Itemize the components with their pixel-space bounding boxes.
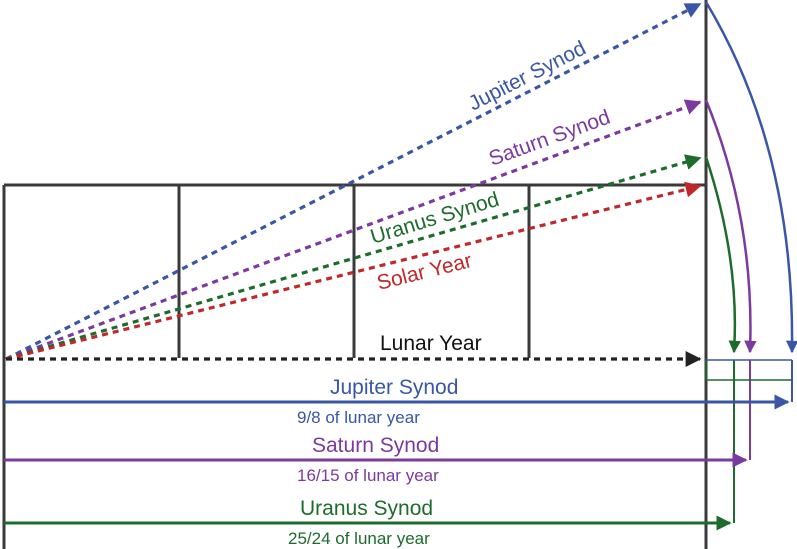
comparison-bars <box>4 394 790 531</box>
bar-label-jupiter: Jupiter Synod <box>330 376 458 399</box>
ray-label-jupiter: Jupiter Synod <box>465 37 590 116</box>
baseline-box <box>705 359 792 381</box>
ray-label-uranus: Uranus Synod <box>368 188 502 249</box>
ray-jupiter <box>5 2 702 361</box>
lunar-frame <box>2 0 708 549</box>
rays <box>5 2 702 367</box>
arc-uranus <box>704 156 741 354</box>
bar-label-saturn: Saturn Synod <box>312 434 439 457</box>
bar-ratio-uranus: 25/24 of lunar year <box>288 529 430 548</box>
ray-saturn <box>5 99 702 361</box>
bar-ratio-jupiter: 9/8 of lunar year <box>297 408 420 427</box>
ray-solar <box>5 181 702 361</box>
bar-label-uranus: Uranus Synod <box>300 497 433 520</box>
arc-saturn <box>704 99 757 354</box>
ray-label-saturn: Saturn Synod <box>486 106 613 171</box>
bar-ratio-saturn: 16/15 of lunar year <box>297 466 439 485</box>
arcs <box>704 1 797 354</box>
ray-label-lunar: Lunar Year <box>380 332 482 355</box>
drop-lines <box>733 360 793 523</box>
arc-jupiter <box>704 1 797 354</box>
